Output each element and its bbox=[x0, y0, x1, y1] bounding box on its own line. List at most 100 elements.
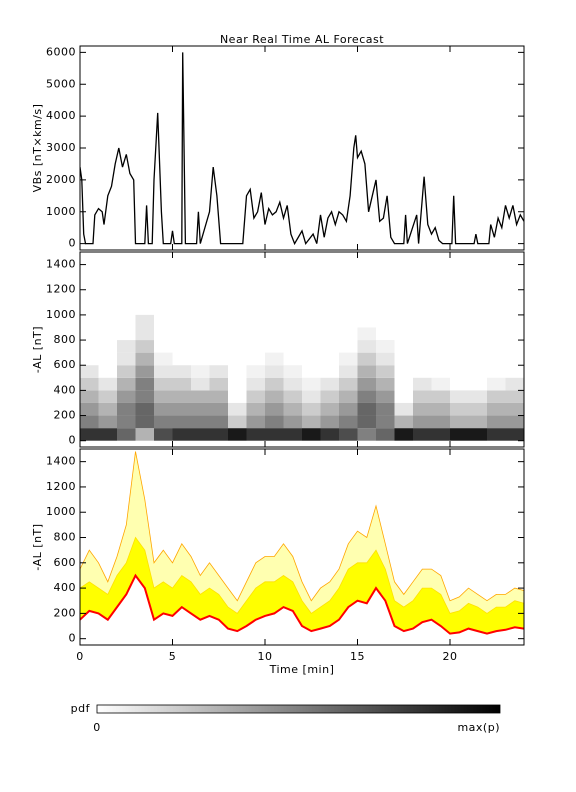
heat-cell bbox=[117, 340, 136, 353]
heat-cell bbox=[468, 390, 487, 403]
heat-cell bbox=[376, 428, 395, 441]
heat-cell bbox=[302, 390, 321, 403]
band-area bbox=[80, 451, 524, 614]
band-line bbox=[80, 536, 524, 614]
heat-cell bbox=[191, 402, 210, 416]
y-tick-label: 1200 bbox=[46, 480, 76, 493]
heat-cell bbox=[80, 390, 99, 403]
x-tick-label: 5 bbox=[169, 650, 177, 663]
heat-cell bbox=[450, 402, 469, 416]
heat-cell bbox=[283, 365, 302, 378]
x-tick-label: 10 bbox=[258, 650, 273, 663]
heat-cell bbox=[339, 402, 358, 416]
heat-cell bbox=[80, 365, 99, 378]
y-tick-label: 0 bbox=[69, 237, 77, 250]
heat-cell bbox=[209, 377, 228, 391]
heat-cell bbox=[283, 415, 302, 429]
heat-cell bbox=[302, 415, 321, 429]
heat-cell bbox=[98, 428, 117, 441]
heat-cell bbox=[357, 327, 376, 341]
heat-cell bbox=[135, 377, 154, 391]
heat-cell bbox=[376, 352, 395, 366]
y-tick-label: 800 bbox=[54, 333, 77, 346]
heat-cell bbox=[357, 390, 376, 403]
heat-cell bbox=[265, 415, 284, 429]
heat-cell bbox=[154, 415, 173, 429]
heat-cell bbox=[80, 428, 99, 441]
heat-cell bbox=[283, 428, 302, 441]
heat-cell bbox=[191, 365, 210, 378]
heat-cell bbox=[468, 415, 487, 429]
heat-cell bbox=[154, 402, 173, 416]
heat-cell bbox=[154, 377, 173, 391]
heat-cell bbox=[339, 390, 358, 403]
colorbar-label: pdf bbox=[71, 702, 91, 715]
line bbox=[80, 52, 524, 246]
heat-cell bbox=[376, 402, 395, 416]
heat-cell bbox=[283, 402, 302, 416]
heat-cell bbox=[320, 377, 339, 391]
heat-cell bbox=[191, 377, 210, 391]
heat-cell bbox=[357, 340, 376, 353]
heat-cell bbox=[505, 402, 524, 416]
heat-cell bbox=[357, 428, 376, 441]
x-tick-label: 20 bbox=[443, 650, 458, 663]
heat-cell bbox=[431, 428, 450, 441]
heat-cell bbox=[283, 377, 302, 391]
heat-cell bbox=[376, 340, 395, 353]
colorbar-min: 0 bbox=[93, 721, 101, 734]
heat-cell bbox=[376, 415, 395, 429]
heat-cell bbox=[339, 365, 358, 378]
heat-cell bbox=[98, 390, 117, 403]
y-tick-label: 600 bbox=[54, 358, 77, 371]
heat-cell bbox=[135, 340, 154, 353]
heat-cell bbox=[413, 390, 432, 403]
y-tick-label: 400 bbox=[54, 581, 77, 594]
heat-cell bbox=[135, 352, 154, 366]
heat-cell bbox=[172, 390, 191, 403]
heat-cell bbox=[431, 390, 450, 403]
axes-frame bbox=[79, 45, 525, 251]
heat-cell bbox=[339, 377, 358, 391]
heat-cell bbox=[246, 390, 265, 403]
heat-cell bbox=[228, 428, 247, 441]
band-line bbox=[80, 573, 524, 635]
heat-cell bbox=[172, 428, 191, 441]
heat-cell bbox=[228, 415, 247, 429]
heat-cell bbox=[135, 390, 154, 403]
heat-cell bbox=[394, 402, 413, 416]
heat-cell bbox=[320, 390, 339, 403]
heat-cell bbox=[487, 377, 506, 391]
heat-cell bbox=[413, 415, 432, 429]
heat-cell bbox=[172, 365, 191, 378]
heat-cell bbox=[246, 428, 265, 441]
heat-cell bbox=[135, 327, 154, 341]
heat-cell bbox=[80, 377, 99, 391]
band-area bbox=[80, 537, 524, 634]
heat-cell bbox=[450, 428, 469, 441]
heat-cell bbox=[209, 428, 228, 441]
heat-cell bbox=[172, 415, 191, 429]
plot-area bbox=[80, 314, 524, 441]
heat-cell bbox=[394, 415, 413, 429]
heat-cell bbox=[431, 415, 450, 429]
heat-cell bbox=[413, 428, 432, 441]
heat-cell bbox=[172, 377, 191, 391]
heat-cell bbox=[228, 402, 247, 416]
heat-cell bbox=[172, 402, 191, 416]
y-tick-label: 3000 bbox=[46, 141, 76, 154]
heat-cell bbox=[505, 415, 524, 429]
heat-cell bbox=[117, 352, 136, 366]
heat-cell bbox=[209, 390, 228, 403]
heat-cell bbox=[117, 415, 136, 429]
heat-cell bbox=[191, 390, 210, 403]
heat-cell bbox=[320, 415, 339, 429]
heat-cell bbox=[357, 377, 376, 391]
y-axis-label: -AL [nT] bbox=[31, 326, 44, 373]
heat-cell bbox=[339, 415, 358, 429]
heat-cell bbox=[376, 365, 395, 378]
y-tick-label: 800 bbox=[54, 531, 77, 544]
heat-cell bbox=[339, 352, 358, 366]
heat-cell bbox=[209, 365, 228, 378]
